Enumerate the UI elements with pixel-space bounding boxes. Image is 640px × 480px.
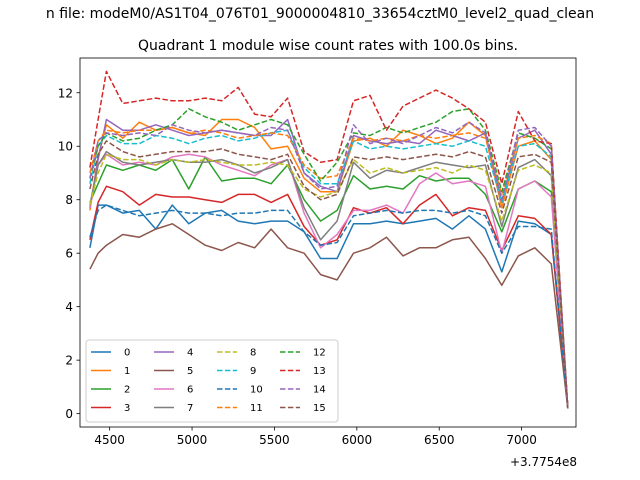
series-line-7 — [89, 150, 569, 409]
x-tick-label: 6000 — [342, 433, 373, 447]
legend-label-15: 15 — [313, 403, 326, 414]
legend-label-13: 13 — [313, 366, 326, 377]
y-tick-label: 12 — [58, 86, 73, 100]
figure-suptitle: n file: modeM0/AS1T04_076T01_9000004810_… — [46, 6, 594, 22]
plot-area: 4500 5000 5500 6000 6500 70000246810120123456… — [58, 57, 577, 447]
chart-title: Quadrant 1 module wise count rates with … — [138, 38, 518, 54]
series-line-13 — [89, 70, 569, 409]
legend-label-2: 2 — [124, 385, 130, 396]
legend-label-4: 4 — [187, 348, 193, 359]
legend-label-12: 12 — [313, 348, 326, 359]
legend-label-8: 8 — [250, 348, 256, 359]
series-line-11 — [89, 126, 569, 409]
y-tick-label: 2 — [65, 354, 73, 368]
legend-label-0: 0 — [124, 348, 130, 359]
y-tick-label: 8 — [65, 193, 73, 207]
x-tick-label: 5000 — [177, 433, 208, 447]
legend-label-3: 3 — [124, 403, 130, 414]
y-tick-label: 4 — [65, 300, 73, 314]
legend-label-6: 6 — [187, 385, 193, 396]
x-axis-offset-label: +3.7754e8 — [510, 455, 577, 469]
legend-label-5: 5 — [187, 366, 193, 377]
axes-frame — [79, 57, 577, 428]
y-tick-label: 6 — [65, 247, 73, 261]
series-line-15 — [89, 140, 569, 409]
series-line-10 — [89, 204, 569, 409]
legend-label-1: 1 — [124, 366, 130, 377]
series-line-12 — [89, 108, 569, 409]
legend-label-7: 7 — [187, 403, 193, 414]
x-tick-label: 7000 — [506, 433, 537, 447]
y-tick-label: 10 — [58, 140, 73, 154]
x-tick-label: 4500 — [94, 433, 125, 447]
legend-label-10: 10 — [250, 385, 263, 396]
legend-label-11: 11 — [250, 403, 263, 414]
x-tick-label: 5500 — [259, 433, 290, 447]
series-line-5 — [89, 223, 569, 409]
legend-label-14: 14 — [313, 385, 326, 396]
x-tick-label: 6500 — [424, 433, 455, 447]
y-tick-label: 0 — [65, 407, 73, 421]
series-line-8 — [89, 153, 569, 409]
series-line-14 — [89, 121, 569, 409]
series-line-2 — [89, 156, 569, 409]
legend-label-9: 9 — [250, 366, 256, 377]
legend-box — [85, 339, 339, 423]
